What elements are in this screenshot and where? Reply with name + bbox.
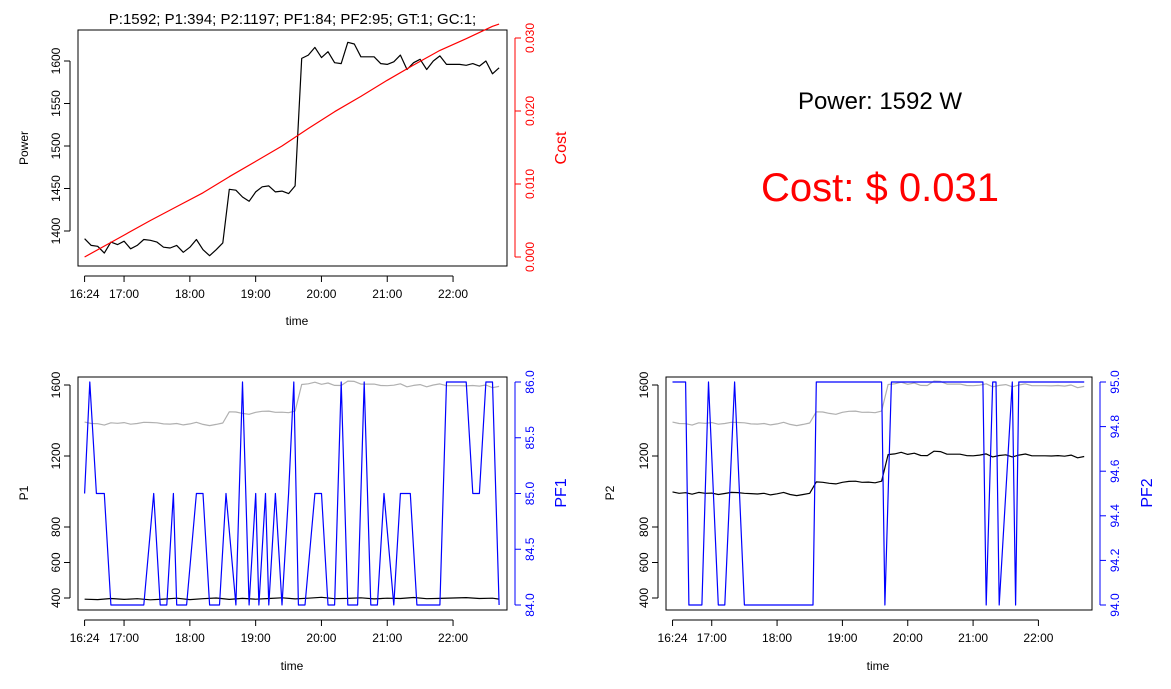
chart-3: 16:24 17:00 18:00 19:00 20:00 21:00 22:00 time 4… [603, 370, 1156, 673]
y-tick-label: 1500 [49, 132, 63, 159]
power-readout: Power: 1592 W [797, 88, 963, 115]
x-axis-label: time [286, 314, 309, 328]
y-tick-label: 1600 [49, 371, 63, 398]
y-axis-label: P1 [17, 485, 31, 500]
y2-tick-label: 85.0 [523, 481, 537, 505]
y-tick-label: 1400 [49, 217, 63, 244]
x-tick-label: 21:00 [372, 287, 402, 301]
y-tick-label: 600 [637, 552, 651, 572]
series-line-3 [84, 381, 500, 606]
plot-frame [77, 29, 508, 267]
chart-2: 16:24 17:00 18:00 19:00 20:00 21:00 22:00 time 4… [17, 370, 570, 673]
y2-tick-label: 0.030 [523, 23, 537, 53]
x-tick-label: 22:00 [438, 287, 468, 301]
y2-tick-label: 0.010 [523, 169, 537, 199]
series-line-2 [84, 596, 500, 601]
y2-tick-label: 94.0 [1108, 593, 1122, 617]
x-tick-label: 16:24 [658, 631, 688, 645]
y-tick-label: 1200 [49, 442, 63, 469]
y2-tick-label: 94.8 [1108, 415, 1122, 439]
y-tick-label: 600 [49, 552, 63, 572]
series-line-2 [672, 450, 1085, 497]
y2-axis-label: PF1 [553, 478, 570, 507]
x-tick-label: 19:00 [241, 287, 271, 301]
x-tick-label: 20:00 [893, 631, 923, 645]
y2-tick-label: 86.0 [523, 370, 537, 394]
y-tick-label: 400 [49, 588, 63, 608]
y2-tick-label: 94.4 [1108, 504, 1122, 528]
x-tick-label: 19:00 [827, 631, 857, 645]
x-tick-label: 19:00 [241, 631, 271, 645]
x-tick-label: 17:00 [109, 631, 139, 645]
y-axis-label: P2 [603, 485, 617, 500]
y2-tick-label: 84.0 [523, 593, 537, 617]
x-tick-label: 18:00 [762, 631, 792, 645]
y-tick-label: 400 [637, 588, 651, 608]
y2-axis-label: Cost [553, 131, 570, 164]
x-tick-label: 21:00 [958, 631, 988, 645]
x-tick-label: 22:00 [1023, 631, 1053, 645]
y-tick-label: 800 [49, 517, 63, 537]
y2-tick-label: 94.6 [1108, 459, 1122, 483]
y-tick-label: 1600 [49, 47, 63, 74]
x-tick-label: 17:00 [109, 287, 139, 301]
x-tick-label: 17:00 [697, 631, 727, 645]
x-axis-label: time [867, 659, 890, 673]
series-line-1 [84, 41, 500, 257]
y-axis-label: Power [17, 131, 31, 165]
cost-readout: Cost: $ 0.031 [761, 166, 999, 210]
series-line-3 [672, 381, 1085, 606]
y2-tick-label: 95.0 [1108, 370, 1122, 394]
series-line-2 [84, 23, 500, 258]
y-tick-label: 1450 [49, 175, 63, 202]
x-tick-label: 16:24 [70, 631, 100, 645]
y2-tick-label: 0.000 [523, 242, 537, 272]
x-tick-label: 18:00 [175, 631, 205, 645]
chart-1: P:1592; P1:394; P2:1197; PF1:84; PF2:95;… [17, 11, 570, 328]
x-tick-label: 22:00 [438, 631, 468, 645]
y2-tick-label: 94.2 [1108, 548, 1122, 572]
y-tick-label: 1600 [637, 371, 651, 398]
y2-axis-label: PF2 [1139, 478, 1156, 507]
x-tick-label: 16:24 [70, 287, 100, 301]
plot-frame [77, 376, 508, 611]
y-tick-label: 1550 [49, 90, 63, 117]
x-axis-label: time [281, 659, 304, 673]
x-tick-label: 21:00 [372, 631, 402, 645]
series-line-1 [672, 380, 1085, 427]
plot-frame [665, 376, 1093, 611]
y2-tick-label: 84.5 [523, 537, 537, 561]
x-tick-label: 18:00 [175, 287, 205, 301]
x-tick-label: 20:00 [306, 631, 336, 645]
y2-tick-label: 0.020 [523, 96, 537, 126]
chart-title: P:1592; P1:394; P2:1197; PF1:84; PF2:95;… [109, 11, 476, 28]
y-tick-label: 800 [637, 517, 651, 537]
x-tick-label: 20:00 [306, 287, 336, 301]
y2-tick-label: 85.5 [523, 426, 537, 450]
y-tick-label: 1200 [637, 442, 651, 469]
